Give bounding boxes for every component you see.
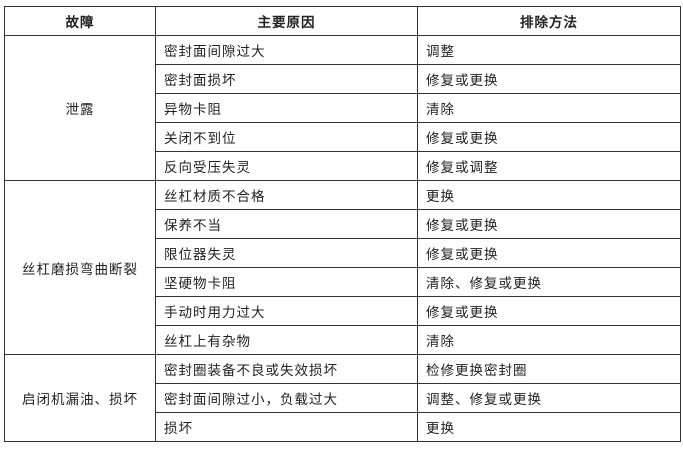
cause-cell: 密封面间隙过大	[155, 35, 418, 65]
fault-cell: 泄露	[4, 35, 156, 181]
remedy-cell: 修复或调整	[417, 151, 681, 181]
remedy-cell: 清除	[417, 325, 681, 355]
remedy-cell: 更换	[417, 412, 681, 442]
table-row: 保养不当 修复或更换	[5, 209, 681, 239]
fault-cell: 启闭机漏油、损坏	[4, 354, 156, 442]
table-row: 反向受压失灵 修复或调整	[5, 151, 681, 181]
table-row: 泄露 密封面间隙过大 调整	[4, 35, 681, 181]
cause-cell: 丝杠上有杂物	[155, 325, 418, 355]
remedy-cell: 修复或更换	[417, 296, 681, 326]
cause-cell: 密封面损坏	[155, 64, 418, 94]
cause-cell: 丝杠材质不合格	[155, 180, 418, 210]
table-row: 异物卡阻 清除	[5, 93, 681, 123]
fault-table: 故障 主要原因 排除方法 泄露 密封面间隙过大 调整 密封面损坏 修复或更换 异物卡阻 清除…	[4, 6, 681, 442]
table-row: 丝杠磨损弯曲断裂 丝杠材质不合格 更换	[4, 180, 681, 355]
header-row: 故障 主要原因 排除方法	[4, 6, 681, 36]
table-row: 损坏 更换	[5, 412, 681, 442]
table-row: 坚硬物卡阻 清除、修复或更换	[5, 267, 681, 297]
remedy-cell: 调整、修复或更换	[417, 383, 681, 413]
remedy-cell: 修复或更换	[417, 64, 681, 94]
cause-cell: 密封圈装备不良或失效损坏	[155, 354, 418, 384]
cause-cell: 限位器失灵	[155, 238, 418, 268]
cause-cell: 关闭不到位	[155, 122, 418, 152]
header-fault: 故障	[4, 6, 156, 36]
cause-cell: 反向受压失灵	[155, 151, 418, 181]
remedy-cell: 调整	[417, 35, 681, 65]
table-row: 密封面间隙过小，负载过大 调整、修复或更换	[5, 383, 681, 413]
table-row: 密封面损坏 修复或更换	[5, 64, 681, 94]
table-row: 手动时用力过大 修复或更换	[5, 296, 681, 326]
cause-cell: 异物卡阻	[155, 93, 418, 123]
header-remedy: 排除方法	[417, 6, 681, 36]
cause-cell: 坚硬物卡阻	[155, 267, 418, 297]
remedy-cell: 清除	[417, 93, 681, 123]
remedy-cell: 修复或更换	[417, 122, 681, 152]
remedy-cell: 清除、修复或更换	[417, 267, 681, 297]
table-row: 启闭机漏油、损坏 密封圈装备不良或失效损坏 检修更换密封圈	[4, 354, 681, 442]
cause-cell: 密封面间隙过小，负载过大	[155, 383, 418, 413]
header-cause: 主要原因	[155, 6, 418, 36]
remedy-cell: 修复或更换	[417, 238, 681, 268]
remedy-cell: 修复或更换	[417, 209, 681, 239]
remedy-cell: 更换	[417, 180, 681, 210]
table-row: 丝杠上有杂物 清除	[5, 325, 681, 355]
cause-cell: 手动时用力过大	[155, 296, 418, 326]
cause-cell: 损坏	[155, 412, 418, 442]
table-row: 限位器失灵 修复或更换	[5, 238, 681, 268]
table-row: 关闭不到位 修复或更换	[5, 122, 681, 152]
remedy-cell: 检修更换密封圈	[417, 354, 681, 384]
fault-cell: 丝杠磨损弯曲断裂	[4, 180, 156, 355]
cause-cell: 保养不当	[155, 209, 418, 239]
